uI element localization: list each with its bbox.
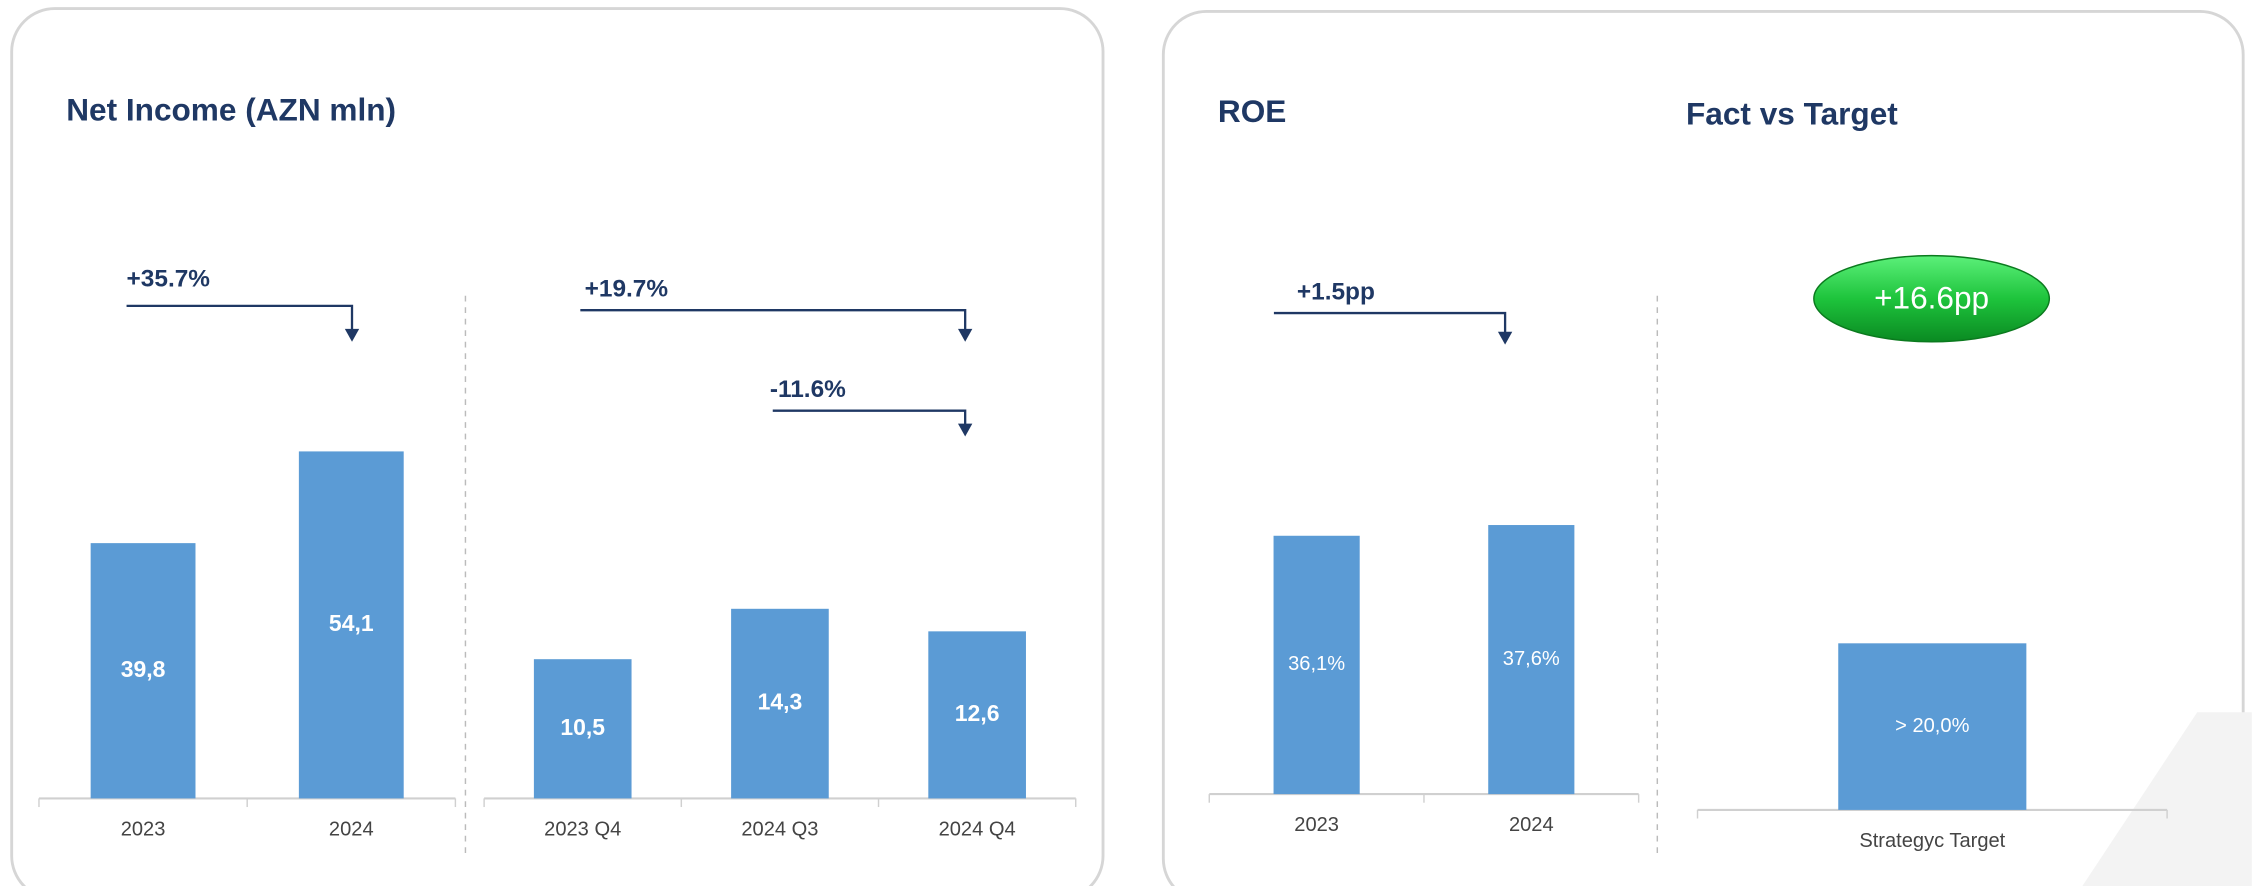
value-label: 10,5 bbox=[560, 714, 605, 740]
annotation: +19.7% bbox=[585, 276, 669, 303]
annotation-arrow bbox=[126, 304, 354, 331]
annotation-arrow bbox=[1273, 311, 1507, 334]
badge-label: +16.6pp bbox=[1874, 279, 1989, 315]
bar bbox=[298, 451, 404, 799]
x-tick-label: Strategyc Target bbox=[1859, 830, 2005, 852]
chart-title: Net Income (AZN mln) bbox=[66, 91, 396, 127]
x-tick-label: 2024 bbox=[1509, 814, 1554, 836]
annotation-arrow bbox=[772, 409, 967, 426]
x-tick-label: 2024 bbox=[329, 818, 374, 840]
value-label: 39,8 bbox=[121, 656, 166, 682]
panel bbox=[10, 7, 1105, 886]
annotation-arrow bbox=[580, 309, 967, 331]
annotation: -11.6% bbox=[770, 376, 846, 403]
x-tick-label: 2023 Q4 bbox=[544, 818, 621, 840]
x-tick-label: 2024 Q4 bbox=[939, 818, 1016, 840]
x-tick-label: 2024 Q3 bbox=[741, 818, 818, 840]
value-label: 36,1% bbox=[1288, 653, 1345, 675]
x-tick-label: 2023 bbox=[121, 818, 166, 840]
annotation: +1.5pp bbox=[1297, 278, 1375, 305]
value-label: 14,3 bbox=[758, 689, 803, 715]
watermark bbox=[2082, 712, 2252, 886]
bar bbox=[533, 659, 632, 799]
bar bbox=[1273, 535, 1360, 795]
arrow-head bbox=[344, 328, 360, 342]
annotation: +35.7% bbox=[127, 265, 211, 292]
bar bbox=[1488, 525, 1575, 795]
x-tick-label: 2023 bbox=[1294, 814, 1339, 836]
value-label: 12,6 bbox=[955, 700, 1000, 726]
arrow-head bbox=[957, 328, 973, 342]
badge bbox=[1813, 254, 2051, 343]
value-label: 54,1 bbox=[329, 610, 374, 636]
value-label: > 20,0% bbox=[1895, 715, 1969, 737]
chart-title: ROE bbox=[1218, 93, 1286, 129]
bar bbox=[1838, 643, 2027, 810]
bar bbox=[731, 608, 829, 799]
arrow-head bbox=[957, 423, 973, 437]
bar bbox=[928, 631, 1026, 799]
bar bbox=[90, 543, 196, 799]
value-label: 37,6% bbox=[1503, 648, 1560, 670]
arrow-head bbox=[1497, 331, 1513, 345]
chart-title: Fact vs Target bbox=[1686, 96, 1898, 132]
